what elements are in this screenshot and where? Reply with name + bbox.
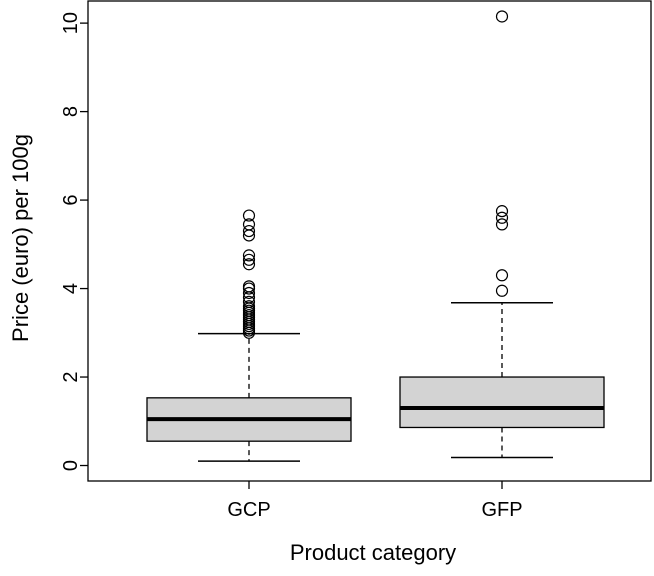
x-tick-label: GFP xyxy=(481,499,522,521)
y-tick-label: 0 xyxy=(60,460,82,471)
y-tick-label: 4 xyxy=(60,283,82,294)
outlier-point xyxy=(242,224,256,238)
outlier-point xyxy=(242,280,256,293)
outlier-point xyxy=(495,10,509,23)
y-tick-label: 8 xyxy=(60,106,82,117)
outlier-point xyxy=(242,218,256,231)
outlier-point xyxy=(242,209,256,222)
outlier-point xyxy=(495,211,509,224)
outlier-point xyxy=(495,205,509,218)
outlier-point xyxy=(495,284,509,297)
outlier-point xyxy=(495,269,509,282)
x-tick-label: GCP xyxy=(227,499,270,521)
y-tick-label: 2 xyxy=(60,371,82,382)
outlier-point xyxy=(495,218,509,231)
box-group-gcp xyxy=(146,209,352,462)
outlier-point xyxy=(242,249,256,262)
outlier-point xyxy=(242,258,256,271)
outlier-point xyxy=(242,300,256,313)
y-axis: 0 2 4 6 8 10 xyxy=(60,12,88,471)
x-axis: GCP GFP xyxy=(227,481,523,521)
plot-frame xyxy=(87,0,652,482)
box-series xyxy=(146,10,605,462)
outlier-point xyxy=(242,295,256,308)
outlier-point xyxy=(242,286,256,300)
box-group-gfp xyxy=(399,10,605,459)
y-axis-label: Price (euro) per 100g xyxy=(8,134,33,342)
iqr-box xyxy=(399,376,605,429)
outlier-point xyxy=(242,253,256,266)
x-axis-label: Product category xyxy=(290,540,456,565)
y-tick-label: 10 xyxy=(60,12,82,34)
y-tick-label: 6 xyxy=(60,195,82,206)
